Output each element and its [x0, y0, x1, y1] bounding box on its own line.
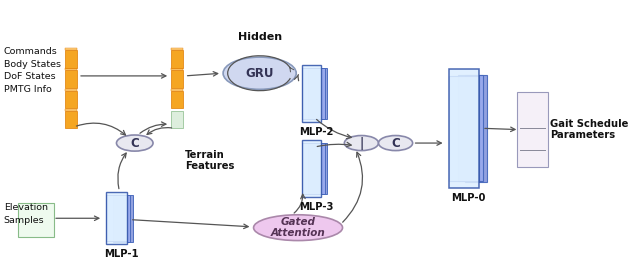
- FancyBboxPatch shape: [172, 70, 184, 88]
- FancyBboxPatch shape: [65, 109, 77, 111]
- FancyBboxPatch shape: [172, 111, 184, 128]
- FancyBboxPatch shape: [113, 195, 130, 242]
- FancyBboxPatch shape: [18, 204, 54, 237]
- FancyBboxPatch shape: [308, 68, 324, 119]
- Text: MLP-2: MLP-2: [299, 127, 333, 137]
- Text: Terrain
Features: Terrain Features: [185, 150, 234, 171]
- FancyBboxPatch shape: [449, 69, 479, 188]
- Text: Elevation
Samples: Elevation Samples: [4, 204, 48, 225]
- FancyBboxPatch shape: [65, 69, 77, 70]
- Text: Gated
Attention: Gated Attention: [271, 217, 325, 238]
- FancyBboxPatch shape: [308, 143, 324, 194]
- FancyBboxPatch shape: [313, 68, 327, 119]
- FancyBboxPatch shape: [301, 140, 321, 197]
- FancyBboxPatch shape: [65, 91, 77, 108]
- FancyBboxPatch shape: [65, 111, 77, 128]
- Text: MLP-3: MLP-3: [299, 202, 333, 212]
- FancyBboxPatch shape: [172, 48, 184, 50]
- Circle shape: [344, 136, 378, 151]
- FancyBboxPatch shape: [517, 92, 548, 167]
- Circle shape: [223, 57, 296, 89]
- Text: MLP-0: MLP-0: [451, 193, 486, 203]
- Text: C: C: [131, 137, 139, 150]
- Text: Gait Schedule
Parameters: Gait Schedule Parameters: [550, 119, 628, 140]
- Text: |: |: [359, 137, 364, 150]
- FancyBboxPatch shape: [117, 195, 132, 242]
- FancyBboxPatch shape: [301, 68, 321, 119]
- FancyBboxPatch shape: [449, 76, 479, 181]
- FancyBboxPatch shape: [65, 89, 77, 91]
- FancyBboxPatch shape: [106, 192, 127, 244]
- FancyBboxPatch shape: [458, 75, 483, 181]
- Text: GRU: GRU: [245, 67, 274, 80]
- FancyBboxPatch shape: [172, 89, 184, 91]
- FancyBboxPatch shape: [313, 143, 327, 194]
- FancyBboxPatch shape: [465, 75, 487, 182]
- FancyBboxPatch shape: [301, 143, 321, 194]
- Text: C: C: [391, 137, 400, 150]
- Circle shape: [116, 135, 153, 151]
- FancyBboxPatch shape: [65, 70, 77, 88]
- FancyBboxPatch shape: [301, 65, 321, 122]
- Circle shape: [378, 136, 413, 151]
- FancyBboxPatch shape: [65, 50, 77, 68]
- Text: Commands
Body States
DoF States
PMTG Info: Commands Body States DoF States PMTG Inf…: [4, 47, 61, 94]
- FancyBboxPatch shape: [172, 91, 184, 108]
- Ellipse shape: [253, 215, 342, 241]
- FancyBboxPatch shape: [172, 69, 184, 70]
- Text: Hidden: Hidden: [237, 32, 282, 42]
- FancyBboxPatch shape: [106, 195, 127, 241]
- Text: MLP-1: MLP-1: [104, 249, 139, 259]
- FancyBboxPatch shape: [65, 48, 77, 50]
- FancyBboxPatch shape: [172, 50, 184, 68]
